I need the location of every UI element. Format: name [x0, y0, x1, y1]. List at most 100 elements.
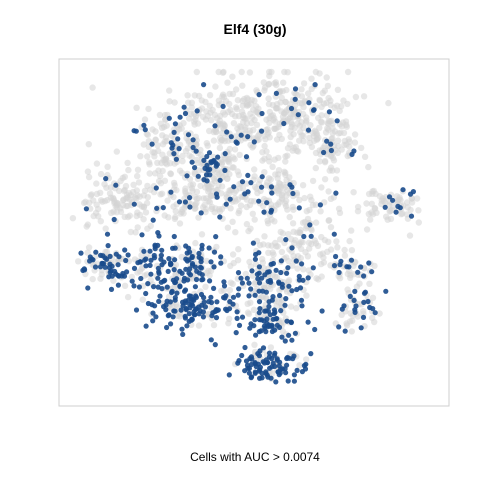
cell-point-auc-high [213, 315, 220, 321]
cell-point-background [327, 101, 334, 109]
cell-point-auc-high [211, 264, 217, 270]
cell-point-auc-high [273, 267, 279, 273]
cell-point-background [93, 180, 100, 187]
cell-point-background [329, 130, 336, 137]
cell-point-auc-high [270, 260, 276, 267]
cell-point-auc-high [116, 254, 122, 260]
cell-point-auc-high [167, 260, 174, 266]
cell-point-auc-high [296, 273, 302, 279]
cell-point-auc-high [266, 269, 272, 275]
cell-point-background [287, 303, 295, 310]
cell-point-background [264, 126, 271, 133]
cell-point-background [224, 79, 231, 86]
cell-point-background [245, 227, 252, 235]
cell-point-auc-high [256, 264, 262, 270]
cell-point-background [371, 262, 378, 270]
cell-point-auc-high [341, 303, 347, 309]
cell-point-background [236, 123, 243, 130]
cell-point-background [138, 203, 146, 210]
cell-point-background [265, 249, 272, 256]
cell-point-background [69, 215, 77, 222]
cell-point-auc-high [174, 290, 180, 296]
cell-point-background [172, 213, 179, 221]
cell-point-auc-high [256, 299, 263, 305]
cell-point-background [139, 296, 146, 303]
cell-point-background [333, 167, 341, 174]
cell-point-background [154, 147, 162, 155]
cell-point-background [333, 102, 341, 109]
cell-point-background [220, 120, 227, 127]
cell-point-auc-high [328, 147, 334, 154]
cell-point-auc-high [252, 360, 258, 366]
cell-point-background [113, 209, 121, 216]
cell-point-background [134, 269, 141, 276]
cell-point-background [303, 208, 310, 215]
cell-point-background [205, 182, 212, 190]
cell-point-background [115, 187, 123, 195]
cell-point-auc-high [254, 271, 260, 277]
cell-point-background [360, 93, 368, 100]
plot-panel-border [58, 58, 450, 407]
cell-point-background [341, 137, 349, 145]
cell-point-auc-high [259, 375, 265, 381]
cell-point-background [251, 341, 258, 348]
cell-point-auc-high [308, 351, 314, 357]
cell-point-auc-high [256, 280, 263, 286]
cell-point-background [296, 362, 303, 369]
cell-point-auc-high [331, 263, 338, 269]
cell-point-background [308, 85, 315, 93]
cell-point-auc-high [264, 200, 270, 206]
cell-point-auc-high [286, 355, 292, 361]
cell-point-background [308, 240, 315, 248]
cell-point-auc-high [187, 204, 193, 210]
cell-point-auc-high [294, 286, 300, 293]
cell-point-auc-high [115, 282, 121, 288]
cell-point-auc-high [171, 233, 177, 240]
cell-point-auc-high [173, 156, 179, 162]
cell-point-auc-high [266, 350, 273, 356]
cell-point-auc-high [292, 86, 299, 92]
cell-point-background [140, 141, 147, 148]
cell-point-auc-high [274, 356, 280, 362]
cell-point-auc-high [164, 324, 170, 331]
cell-point-background [164, 197, 171, 204]
cell-point-auc-high [208, 259, 214, 265]
cell-point-auc-high [196, 311, 202, 317]
cell-point-background [235, 246, 242, 253]
cell-point-auc-high [165, 268, 171, 274]
cell-point-auc-high [106, 274, 112, 280]
cell-point-background [176, 220, 184, 227]
cell-point-background [170, 193, 177, 201]
cell-point-background [316, 158, 323, 165]
cell-point-auc-high [252, 292, 258, 298]
cell-point-background [229, 218, 236, 225]
cell-point-background [233, 105, 241, 113]
cell-point-background [243, 220, 251, 228]
cell-point-auc-high [171, 129, 177, 135]
cell-point-background [203, 269, 211, 276]
cell-point-background [312, 219, 320, 226]
cell-point-auc-high [291, 378, 297, 384]
cell-point-auc-high [222, 167, 228, 173]
cell-point-background [182, 185, 189, 192]
cell-point-background [210, 321, 218, 329]
cell-point-background [250, 306, 258, 313]
cell-point-background [124, 293, 132, 301]
cell-point-auc-high [248, 286, 254, 292]
cell-point-auc-high [372, 310, 378, 316]
cell-point-auc-high [171, 308, 177, 314]
cell-point-background [277, 183, 285, 191]
cell-point-background [270, 251, 277, 258]
cell-point-background [365, 163, 372, 171]
cell-point-auc-high [303, 361, 309, 367]
cell-point-auc-high [361, 290, 368, 296]
cell-point-background [407, 206, 414, 214]
cell-point-background [363, 226, 371, 233]
cell-point-auc-high [194, 108, 200, 114]
cell-point-auc-high [352, 309, 358, 315]
cell-point-auc-high [182, 110, 189, 117]
cell-point-auc-high [294, 367, 300, 373]
cell-point-auc-high [215, 154, 221, 160]
cell-point-auc-high [361, 299, 367, 305]
cell-point-auc-high [300, 277, 306, 283]
